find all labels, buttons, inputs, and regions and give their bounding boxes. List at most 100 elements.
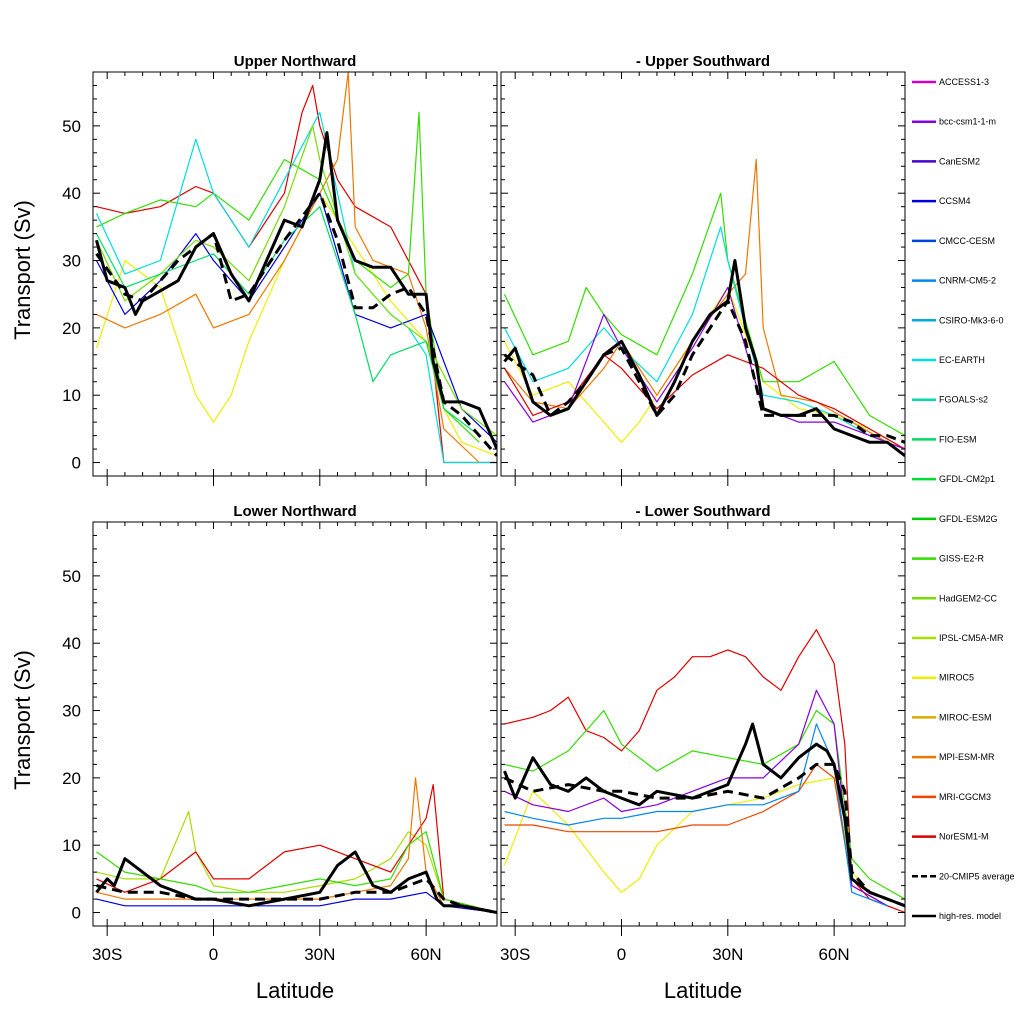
legend-item: IPSL-CM5A-MR xyxy=(912,633,1004,643)
legend-label: GFDL-ESM2G xyxy=(939,514,998,524)
series-line-20-cmip5-average xyxy=(96,877,497,914)
legend-item: MIROC-ESM xyxy=(912,712,992,722)
legend-item: NorESM1-M xyxy=(912,832,989,842)
legend-label: MIROC5 xyxy=(939,673,974,683)
legend-label: GFDL-CM2p1 xyxy=(939,474,995,484)
legend-item: FIO-ESM xyxy=(912,434,977,444)
series-group xyxy=(95,72,497,464)
plot-frame xyxy=(500,71,906,477)
y-tick-label: 0 xyxy=(72,904,81,923)
series-line-ec-earth xyxy=(95,111,497,464)
x-axis-title-right: Latitude xyxy=(664,978,742,1003)
chart-panel-4: 30S 0 30N 60N - Lower Southward xyxy=(500,503,906,964)
legend-label: EC-EARTH xyxy=(939,355,985,365)
x-tick-label: 30S xyxy=(500,945,530,964)
series-line-ccsm4 xyxy=(95,192,497,443)
y-tick-label: 40 xyxy=(62,634,81,653)
x-tick-label: 60N xyxy=(411,945,442,964)
legend-label: CNRM-CM5-2 xyxy=(939,276,996,286)
legend-item: HadGEM2-CC xyxy=(912,593,998,603)
series-line-ec-earth xyxy=(503,226,905,450)
series-line-mpi-esm-mr xyxy=(504,158,888,443)
legend-item: FGOALS-s2 xyxy=(912,395,988,405)
legend-item: CSIRO-Mk3-6-0 xyxy=(912,315,1004,325)
series-line-hadgem2-cc xyxy=(95,125,497,437)
y-tick-label: 10 xyxy=(62,836,81,855)
series-group xyxy=(95,777,497,914)
series-line-noresm1-m xyxy=(96,783,497,914)
series-line-high-res-model xyxy=(95,131,497,450)
series-line-20-cmip5-average xyxy=(95,191,497,457)
legend-label: CMCC-CESM xyxy=(939,236,995,246)
legend: ACCESS1-3 bcc-csm1-1-m CanESM2 CCSM4 CMCC-CE… xyxy=(912,77,1015,921)
series-line-giss-e2-r xyxy=(504,709,905,900)
legend-label: ACCESS1-3 xyxy=(939,77,989,87)
series-line-mri-cgcm3 xyxy=(504,763,888,907)
legend-item: CCSM4 xyxy=(912,196,971,206)
panel-title: Lower Northward xyxy=(233,503,356,520)
x-tick-label: 30N xyxy=(304,945,335,964)
chart-panel-1: 0 10 20 30 40 50 Upper Northward xyxy=(62,53,498,486)
y-tick-label: 10 xyxy=(62,386,81,405)
y-tick-label: 30 xyxy=(62,702,81,721)
legend-item: MPI-ESM-MR xyxy=(912,752,995,762)
legend-label: NorESM1-M xyxy=(939,832,989,842)
series-line-giss-e2-r xyxy=(96,831,497,914)
chart-panel-3: 0 10 20 30 40 50 30S 0 30N 60N Lower Northward xyxy=(62,503,498,964)
legend-item: high-res. model xyxy=(912,911,1001,921)
y-tick-label: 0 xyxy=(72,454,81,473)
legend-label: IPSL-CM5A-MR xyxy=(939,633,1004,643)
x-tick-label: 0 xyxy=(617,945,626,964)
series-line-giss-e2-r xyxy=(503,192,905,437)
series-line-ccsm4 xyxy=(96,891,497,914)
legend-item: GFDL-CM2p1 xyxy=(912,474,995,484)
legend-item: GISS-E2-R xyxy=(912,554,985,564)
legend-item: bcc-csm1-1-m xyxy=(912,117,996,127)
legend-item: CMCC-CESM xyxy=(912,236,995,246)
panel-title: - Upper Southward xyxy=(636,53,770,70)
y-tick-label: 50 xyxy=(62,567,81,586)
legend-label: MIROC-ESM xyxy=(939,712,992,722)
legend-label: CCSM4 xyxy=(939,196,971,206)
legend-label: 20-CMIP5 average xyxy=(939,871,1015,881)
x-tick-label: 60N xyxy=(819,945,850,964)
chart-panel-2: - Upper Southward xyxy=(500,53,906,486)
series-line-20-cmip5-average xyxy=(503,762,905,908)
legend-label: MPI-ESM-MR xyxy=(939,752,995,762)
legend-label: bcc-csm1-1-m xyxy=(939,117,996,127)
x-tick-label: 0 xyxy=(209,945,218,964)
legend-label: CSIRO-Mk3-6-0 xyxy=(939,315,1004,325)
series-line-miroc5 xyxy=(95,192,497,457)
legend-label: FIO-ESM xyxy=(939,434,977,444)
x-tick-label: 30S xyxy=(92,945,122,964)
y-tick-label: 20 xyxy=(62,319,81,338)
legend-label: GISS-E2-R xyxy=(939,554,985,564)
legend-item: EC-EARTH xyxy=(912,355,985,365)
x-axis-title-left: Latitude xyxy=(256,978,334,1003)
legend-item: CanESM2 xyxy=(912,156,980,166)
panel-title: Upper Northward xyxy=(234,53,357,70)
x-tick-label: 30N xyxy=(712,945,743,964)
panel-title: - Lower Southward xyxy=(636,503,771,520)
series-line-noresm1-m xyxy=(96,84,497,464)
legend-label: MRI-CGCM3 xyxy=(939,792,991,802)
legend-item: MRI-CGCM3 xyxy=(912,792,991,802)
series-line-mpi-esm-mr xyxy=(96,777,497,914)
legend-label: HadGEM2-CC xyxy=(939,593,998,603)
series-line-giss-e2-r xyxy=(96,111,480,443)
legend-label: FGOALS-s2 xyxy=(939,395,988,405)
series-line-mpi-esm-mr xyxy=(96,72,480,463)
series-line-noresm1-m xyxy=(503,354,905,450)
series-line-high-res-model xyxy=(503,259,905,457)
legend-label: high-res. model xyxy=(939,911,1001,921)
legend-item: MIROC5 xyxy=(912,673,974,683)
plot-frame xyxy=(92,521,498,927)
series-line-20-cmip5-average xyxy=(503,299,905,444)
plot-frame xyxy=(500,521,906,927)
y-axis-title-bottom: Transport (Sv) xyxy=(10,650,35,790)
y-tick-label: 30 xyxy=(62,252,81,271)
chart-panels: 0 10 20 30 40 50 Upper Northward - Upper Southw… xyxy=(62,53,906,964)
series-line-high-res-model xyxy=(503,722,905,908)
legend-item: CNRM-CM5-2 xyxy=(912,276,996,286)
